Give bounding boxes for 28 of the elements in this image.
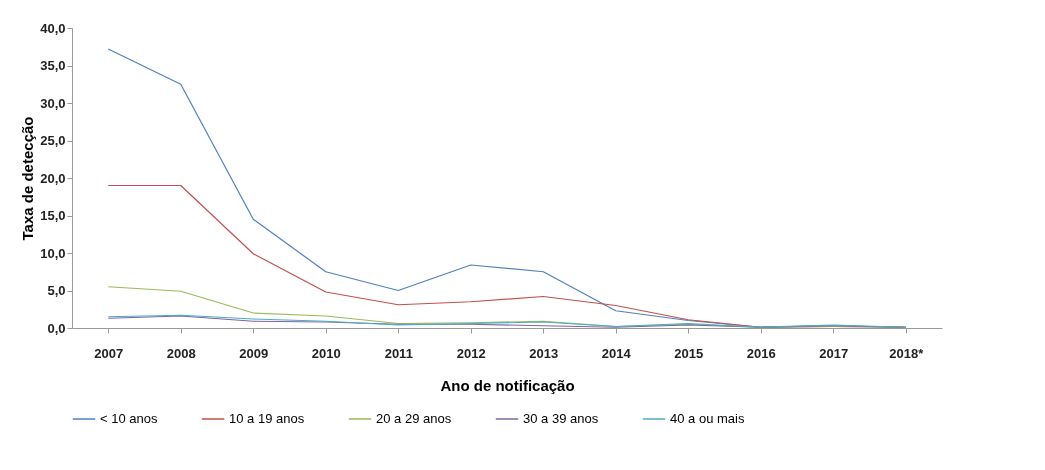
x-tick-label: 2011 [384, 345, 413, 361]
x-tick-label: 2008 [166, 345, 196, 361]
y-tick-label: 10,0 [40, 245, 66, 261]
y-tick-label: 25,0 [40, 133, 66, 148]
legend-label: 30 a 39 anos [523, 411, 599, 426]
x-tick-label: 2012 [456, 345, 486, 361]
y-tick-label: 40,0 [40, 20, 66, 36]
y-tick-label: 35,0 [40, 58, 66, 73]
legend-label: < 10 anos [100, 411, 158, 426]
x-tick-label: 2015 [674, 345, 704, 361]
x-axis-title: Ano de notificação [440, 376, 575, 394]
y-tick-label: 30,0 [40, 95, 66, 111]
y-tick-label: 5,0 [47, 283, 66, 298]
y-axis-title: Taxa de detecção [19, 116, 37, 241]
x-tick-label: 2016 [746, 345, 776, 361]
legend-label: 20 a 29 anos [376, 411, 452, 426]
legend-label: 40 a ou mais [670, 411, 745, 426]
x-tick-label: 2010 [311, 345, 341, 361]
y-tick-label: 20,0 [40, 170, 66, 186]
y-tick-label: 15,0 [40, 208, 66, 223]
x-tick-label: 2018* [889, 345, 925, 361]
x-tick-label: 2009 [239, 345, 269, 361]
x-tick-label: 2007 [94, 345, 124, 361]
x-tick-label: 2017 [819, 345, 849, 361]
legend-label: 10 a 19 anos [229, 411, 305, 426]
x-tick-label: 2014 [601, 345, 632, 361]
x-tick-label: 2013 [529, 345, 559, 361]
y-tick-label: 0,0 [47, 320, 66, 336]
